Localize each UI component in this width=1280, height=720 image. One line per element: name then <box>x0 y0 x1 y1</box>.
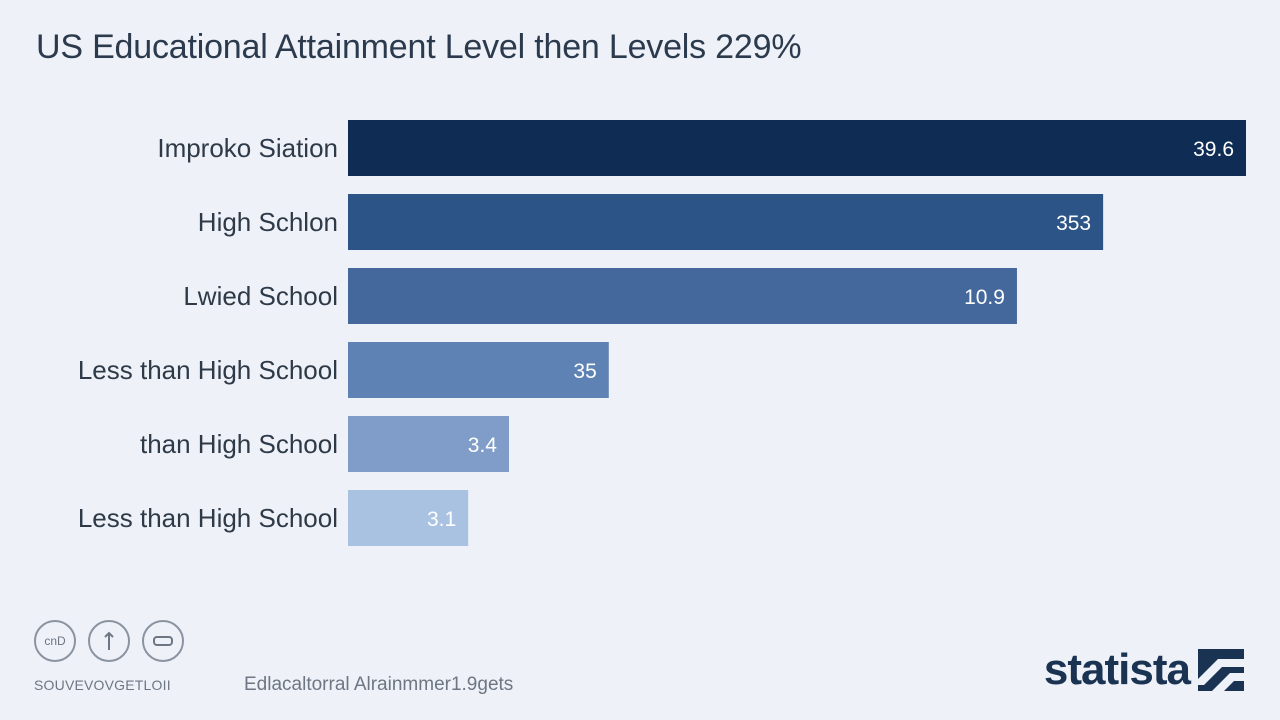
bar-2[interactable] <box>348 268 1017 324</box>
equals-glyph <box>153 636 173 646</box>
category-label-2: Lwied School <box>183 281 338 311</box>
category-label-4: than High School <box>140 429 338 459</box>
bar-5[interactable] <box>348 490 469 546</box>
value-label-1: 353 <box>1056 212 1091 235</box>
cc-icon[interactable]: cnD <box>34 620 76 662</box>
equals-icon[interactable] <box>142 620 184 662</box>
statista-logo[interactable]: statista <box>1044 648 1244 692</box>
statista-mark-icon <box>1198 649 1244 691</box>
info-glyph <box>104 631 114 650</box>
value-label-5: 3.1 <box>427 508 456 531</box>
source-label: SOUVEVOVGETLOII <box>34 677 171 693</box>
info-icon[interactable] <box>88 620 130 662</box>
bar-1[interactable] <box>348 194 1104 250</box>
category-label-1: High Schlon <box>198 207 338 237</box>
category-label-0: Improko Siation <box>157 133 338 163</box>
source-text: Edlacaltorral Alrainmmer1.9gets <box>244 674 514 695</box>
license-icons: cnD <box>34 620 184 662</box>
value-label-2: 10.9 <box>964 286 1005 309</box>
bar-chart: Improko Siation 39.6 High Schlon 353 Lwied S… <box>78 120 1246 546</box>
bar-3[interactable] <box>348 342 609 398</box>
cc-icon-text: cnD <box>44 634 66 648</box>
bar-0[interactable] <box>348 120 1246 176</box>
chart-title: US Educational Attainment Level then Lev… <box>36 28 802 66</box>
brand-wordmark: statista <box>1043 645 1191 694</box>
value-label-0: 39.6 <box>1193 138 1234 161</box>
bar-4[interactable] <box>348 416 510 472</box>
category-label-3: Less than High School <box>78 355 338 385</box>
value-label-3: 35 <box>573 360 596 383</box>
value-label-4: 3.4 <box>468 434 498 457</box>
category-label-5: Less than High School <box>78 503 338 533</box>
